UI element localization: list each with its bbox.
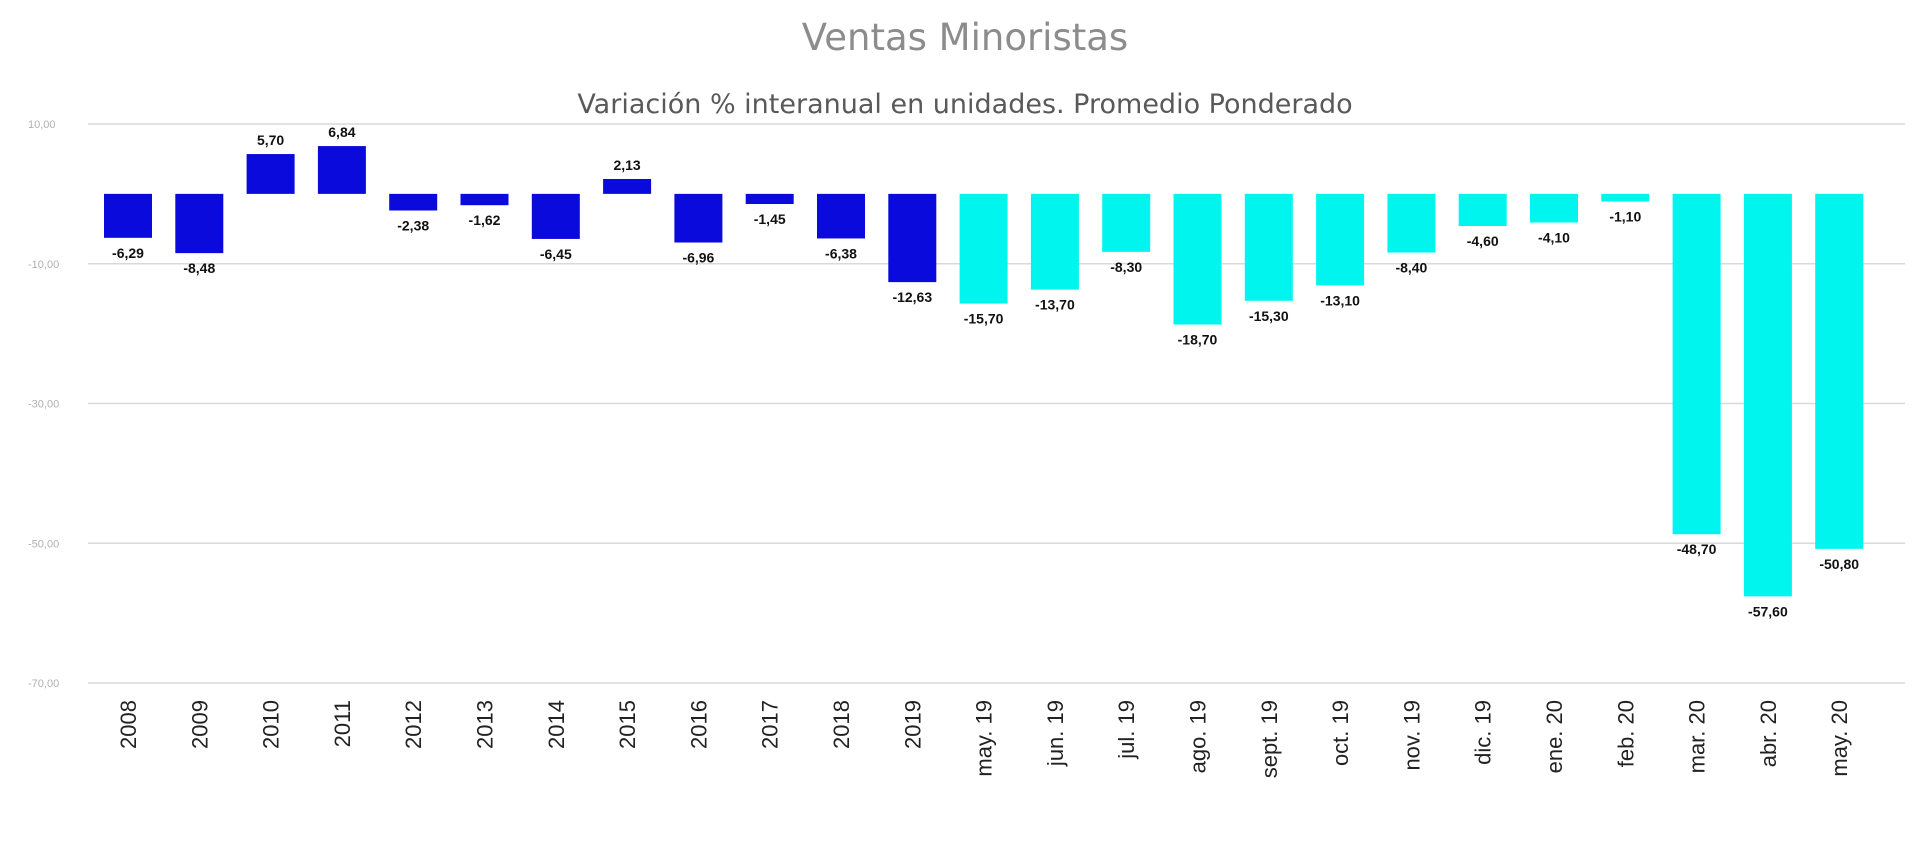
y-axis-ticks: 10,00 -10,00 -30,00 -50,00 -70,00: [28, 119, 59, 690]
bar: [1530, 193, 1578, 223]
data-label: -8,30: [1110, 259, 1142, 275]
bar: [460, 193, 509, 206]
bars: [104, 146, 1864, 597]
x-tick-label: 2018: [829, 700, 854, 749]
x-tick-label: 2008: [116, 700, 141, 749]
bar: [389, 193, 438, 211]
x-tick-label: feb. 20: [1613, 700, 1638, 767]
data-label: -1,45: [754, 211, 786, 227]
data-labels: -6,29 -8,48 5,70 6,84 -2,38 -1,62 -6,45 2,13 -6,…: [112, 124, 1859, 619]
x-tick-label: 2014: [544, 700, 569, 749]
bar: [1316, 193, 1365, 286]
x-tick-label: may. 20: [1827, 700, 1852, 777]
y-tick-label: -50,00: [28, 538, 59, 550]
x-tick-label: jul. 19: [1114, 700, 1139, 760]
x-tick-label: abr. 20: [1756, 700, 1781, 767]
gridlines: [88, 123, 1905, 684]
bar: [1458, 193, 1507, 227]
x-tick-label: mar. 20: [1685, 700, 1710, 773]
x-tick-label: ene. 20: [1542, 700, 1567, 773]
data-label: -12,63: [892, 289, 932, 305]
bar: [1102, 193, 1151, 252]
data-label: -6,96: [682, 250, 714, 266]
chart-title: Ventas Minoristas: [802, 16, 1128, 59]
x-tick-label: jun. 19: [1043, 700, 1068, 767]
x-tick-label: 2015: [615, 700, 640, 749]
data-label: -8,48: [183, 260, 215, 276]
data-label: -6,45: [540, 246, 572, 262]
bar: [1815, 193, 1864, 549]
data-label: 2,13: [613, 157, 640, 173]
x-tick-label: 2013: [473, 700, 498, 749]
bar: [175, 193, 224, 254]
x-tick-label: sept. 19: [1257, 700, 1282, 778]
chart-subtitle: Variación % interanual en unidades. Prom…: [577, 89, 1352, 120]
x-tick-label: 2009: [187, 700, 212, 749]
x-tick-label: 2016: [686, 700, 711, 749]
bar: [1672, 193, 1721, 535]
data-label: -8,40: [1395, 260, 1427, 276]
data-label: -4,60: [1467, 233, 1499, 249]
data-label: -2,38: [397, 218, 429, 234]
data-label: 5,70: [257, 132, 284, 148]
data-label: -13,10: [1320, 292, 1360, 308]
x-tick-label: ago. 19: [1186, 700, 1211, 773]
bar: [959, 193, 1008, 304]
data-label: -6,38: [825, 245, 857, 261]
data-label: -15,30: [1249, 308, 1289, 324]
x-tick-label: 2011: [330, 700, 355, 747]
bar: [817, 193, 865, 239]
data-label: -18,70: [1178, 332, 1218, 348]
data-label: -6,29: [112, 245, 144, 261]
x-axis-ticks: 2008 2009 2010 2011 2012 2013 2014 2015 2016 2017…: [116, 700, 1852, 778]
y-tick-label: -30,00: [28, 399, 59, 411]
bar: [1173, 193, 1222, 325]
bar: [888, 193, 937, 283]
x-tick-label: oct. 19: [1328, 700, 1353, 766]
bar: [1601, 193, 1650, 202]
data-label: -50,80: [1819, 556, 1859, 572]
bar: [745, 193, 794, 205]
bar: [603, 178, 652, 194]
data-label: -1,62: [469, 212, 501, 228]
x-tick-label: 2017: [758, 700, 783, 749]
x-tick-label: nov. 19: [1399, 700, 1424, 771]
x-tick-label: dic. 19: [1471, 700, 1496, 765]
x-tick-label: 2012: [401, 700, 426, 749]
data-label: -48,70: [1677, 541, 1717, 557]
y-tick-label: 10,00: [28, 119, 56, 131]
bar: [104, 193, 152, 238]
bar: [317, 146, 366, 194]
bar: [1030, 193, 1079, 290]
y-tick-label: -10,00: [28, 259, 59, 271]
data-label: -13,70: [1035, 297, 1075, 313]
bar: [674, 193, 723, 243]
bar: [1244, 193, 1293, 301]
y-tick-label: -70,00: [28, 678, 59, 690]
x-tick-label: 2010: [259, 700, 284, 749]
data-label: -4,10: [1538, 230, 1570, 246]
bar: [531, 193, 580, 239]
x-tick-label: may. 19: [972, 700, 997, 777]
data-label: -57,60: [1748, 603, 1788, 619]
x-tick-label: 2019: [900, 700, 925, 749]
data-label: 6,84: [328, 124, 355, 140]
data-label: -15,70: [964, 311, 1004, 327]
bar: [1743, 193, 1792, 597]
data-label: -1,10: [1609, 209, 1641, 225]
bar: [246, 154, 295, 194]
bar: [1387, 193, 1436, 253]
